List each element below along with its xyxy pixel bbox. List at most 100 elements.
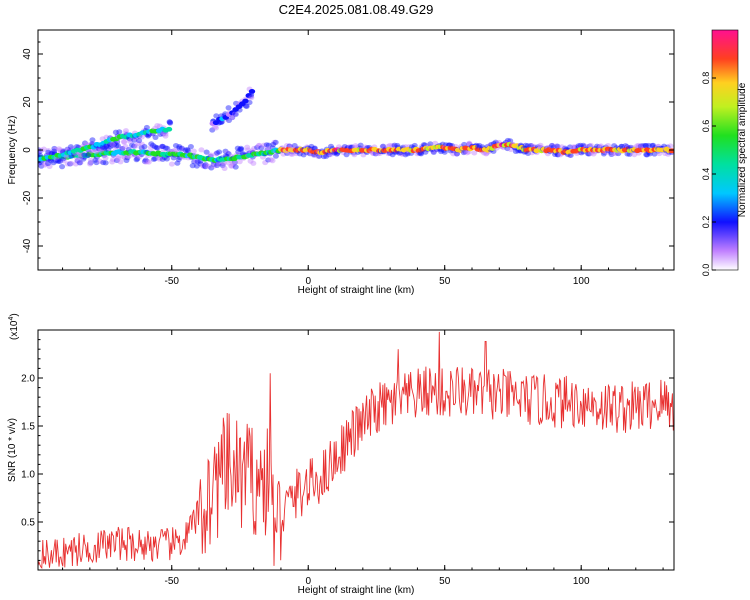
heat-halo bbox=[308, 143, 315, 150]
spectrogram-y-tick-label: 0 bbox=[22, 147, 33, 153]
spectrogram-y-tick-label: -20 bbox=[22, 190, 33, 205]
heat-halo bbox=[567, 152, 574, 158]
heat-halo bbox=[391, 142, 398, 148]
heat-halo bbox=[138, 134, 145, 140]
heat-halo bbox=[38, 161, 42, 168]
heat-halo bbox=[247, 158, 254, 164]
heat-halo bbox=[152, 156, 159, 162]
heat-halo bbox=[96, 146, 103, 152]
heat-halo bbox=[667, 143, 674, 149]
heat-halo bbox=[254, 144, 261, 151]
heat-halo bbox=[554, 151, 561, 157]
heat-cell bbox=[165, 126, 173, 132]
heat-halo bbox=[114, 155, 121, 162]
snr-x-tick-label: -50 bbox=[165, 576, 180, 587]
heat-halo bbox=[67, 144, 74, 150]
heat-halo bbox=[476, 142, 483, 149]
heat-halo bbox=[430, 149, 437, 155]
heat-halo bbox=[605, 142, 612, 149]
heat-halo bbox=[640, 143, 647, 149]
heat-halo bbox=[101, 145, 108, 151]
snr-x-label: Height of straight line (km) bbox=[298, 585, 415, 596]
heat-halo bbox=[142, 159, 149, 165]
snr-x-tick-label: 0 bbox=[305, 576, 311, 587]
heat-halo bbox=[135, 140, 142, 147]
snr-x-tick-label: 50 bbox=[439, 576, 451, 587]
heat-halo bbox=[93, 159, 100, 166]
heat-halo bbox=[225, 160, 232, 166]
heat-halo bbox=[222, 148, 229, 154]
heat-halo bbox=[580, 142, 587, 148]
heat-halo bbox=[554, 152, 561, 158]
heat-halo bbox=[167, 120, 174, 126]
svg-text:(x104): (x104) bbox=[8, 313, 20, 340]
heat-halo bbox=[611, 143, 618, 149]
snr-multiplier-base: (x10 bbox=[9, 320, 20, 340]
spectrogram-marks bbox=[38, 86, 674, 171]
colorbar-ticks: 0.0 0.2 0.4 0.6 0.8 bbox=[701, 72, 716, 276]
heat-halo bbox=[45, 147, 52, 154]
heat-halo bbox=[64, 161, 71, 167]
heat-halo bbox=[151, 144, 158, 150]
heat-halo bbox=[182, 147, 189, 153]
heat-halo bbox=[142, 157, 149, 163]
heat-halo bbox=[430, 148, 437, 155]
spectrogram-x-tick-label: 0 bbox=[305, 276, 311, 287]
heat-halo bbox=[114, 143, 121, 149]
spectrogram-y-tick-label: 40 bbox=[22, 48, 33, 60]
heat-halo bbox=[608, 151, 615, 158]
heat-halo bbox=[360, 152, 367, 158]
heat-halo bbox=[237, 145, 244, 151]
heat-halo bbox=[107, 142, 114, 148]
heat-halo bbox=[225, 117, 232, 124]
heat-halo bbox=[396, 150, 403, 156]
heat-halo bbox=[107, 144, 114, 150]
heat-halo bbox=[380, 143, 387, 149]
heat-halo bbox=[214, 150, 221, 156]
heat-halo bbox=[163, 156, 170, 162]
snr-frame bbox=[37, 329, 675, 571]
heat-halo bbox=[637, 143, 644, 149]
heat-halo bbox=[144, 158, 151, 164]
heat-halo bbox=[585, 151, 592, 157]
heat-cell bbox=[248, 88, 256, 94]
heat-halo bbox=[193, 158, 200, 164]
heat-halo bbox=[323, 153, 330, 159]
heat-halo bbox=[126, 138, 133, 144]
heat-halo bbox=[102, 160, 109, 166]
heat-halo bbox=[570, 144, 577, 150]
heat-halo bbox=[81, 152, 88, 158]
heat-halo bbox=[67, 161, 74, 167]
heat-halo bbox=[343, 152, 350, 158]
heat-halo bbox=[87, 161, 94, 167]
heat-halo bbox=[42, 161, 49, 167]
heat-halo bbox=[351, 152, 358, 158]
heat-halo bbox=[471, 150, 478, 156]
heat-halo bbox=[110, 156, 117, 163]
heat-halo bbox=[243, 103, 250, 109]
heat-halo bbox=[466, 141, 473, 147]
heat-halo bbox=[255, 143, 262, 149]
heat-halo bbox=[72, 161, 79, 167]
heat-halo bbox=[225, 105, 232, 111]
heat-halo bbox=[187, 144, 194, 150]
heat-halo bbox=[237, 146, 244, 153]
heat-halo bbox=[174, 160, 181, 166]
heat-halo bbox=[352, 143, 359, 149]
heat-halo bbox=[386, 142, 393, 149]
heat-halo bbox=[656, 150, 663, 157]
snr-y-tick-label: 1.5 bbox=[21, 422, 35, 433]
spectrogram-x-tick-label: -50 bbox=[165, 276, 180, 287]
heat-halo bbox=[265, 157, 272, 163]
heat-halo bbox=[512, 148, 519, 155]
heat-halo bbox=[191, 159, 198, 165]
heat-halo bbox=[175, 156, 182, 163]
heat-halo bbox=[235, 149, 242, 155]
snr-multiplier-close: ) bbox=[9, 313, 20, 316]
heat-halo bbox=[418, 151, 425, 157]
heat-halo bbox=[231, 159, 238, 166]
heat-halo bbox=[193, 163, 200, 169]
snr-series-line bbox=[38, 331, 674, 570]
heat-halo bbox=[219, 162, 226, 169]
heat-halo bbox=[113, 143, 120, 149]
